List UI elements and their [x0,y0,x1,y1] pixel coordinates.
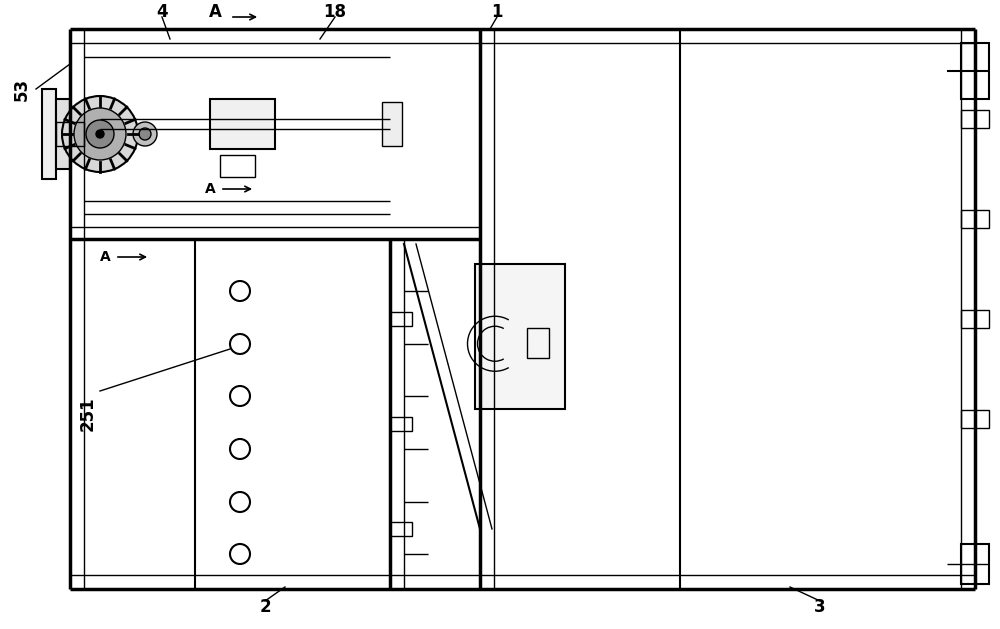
Bar [210,99,275,149]
Text: 4: 4 [156,3,168,21]
Text: 18: 18 [324,3,347,21]
Circle shape [96,130,104,138]
Circle shape [62,96,138,172]
Text: 2: 2 [259,598,271,616]
Bar [390,417,412,431]
Bar [220,155,255,177]
Bar [961,310,989,328]
Bar [527,328,549,359]
Text: A: A [205,182,216,196]
Bar [56,99,70,169]
Bar [961,43,989,99]
Text: A: A [209,3,221,21]
Text: A: A [100,250,111,264]
Bar [390,522,412,536]
Text: 1: 1 [491,3,503,21]
Bar [961,410,989,428]
Circle shape [133,122,157,146]
Bar [56,122,84,146]
Bar [961,544,989,584]
Text: 3: 3 [814,598,826,616]
Text: 251: 251 [79,397,97,431]
Circle shape [139,128,151,140]
Bar [961,110,989,128]
Text: 53: 53 [13,77,31,101]
Bar [42,89,56,179]
Bar [390,312,412,326]
Bar [382,102,402,146]
Bar [961,210,989,228]
Circle shape [74,108,126,160]
Circle shape [86,120,114,148]
Bar [475,264,565,409]
